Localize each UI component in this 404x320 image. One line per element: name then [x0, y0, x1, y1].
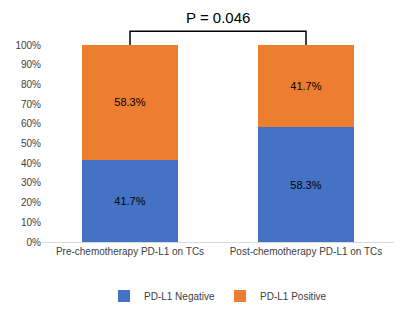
svg-text:70%: 70% — [21, 99, 41, 110]
svg-text:PD-L1 Positive: PD-L1 Positive — [260, 291, 327, 302]
svg-text:0%: 0% — [27, 237, 42, 248]
svg-text:10%: 10% — [21, 217, 41, 228]
svg-text:80%: 80% — [21, 79, 41, 90]
svg-text:30%: 30% — [21, 177, 41, 188]
svg-text:Post-chemotherapy PD-L1 on TCs: Post-chemotherapy PD-L1 on TCs — [230, 246, 383, 257]
svg-text:100%: 100% — [15, 40, 41, 51]
svg-text:60%: 60% — [21, 118, 41, 129]
svg-text:90%: 90% — [21, 59, 41, 70]
svg-text:P = 0.046: P = 0.046 — [186, 9, 250, 26]
svg-text:20%: 20% — [21, 197, 41, 208]
svg-text:41.7%: 41.7% — [114, 195, 145, 207]
svg-text:58.3%: 58.3% — [290, 179, 321, 191]
svg-text:Pre-chemotherapy PD-L1 on TCs: Pre-chemotherapy PD-L1 on TCs — [56, 246, 204, 257]
svg-text:PD-L1 Negative: PD-L1 Negative — [144, 291, 215, 302]
svg-text:41.7%: 41.7% — [290, 80, 321, 92]
svg-text:50%: 50% — [21, 138, 41, 149]
svg-text:58.3%: 58.3% — [114, 96, 145, 108]
svg-text:40%: 40% — [21, 158, 41, 169]
